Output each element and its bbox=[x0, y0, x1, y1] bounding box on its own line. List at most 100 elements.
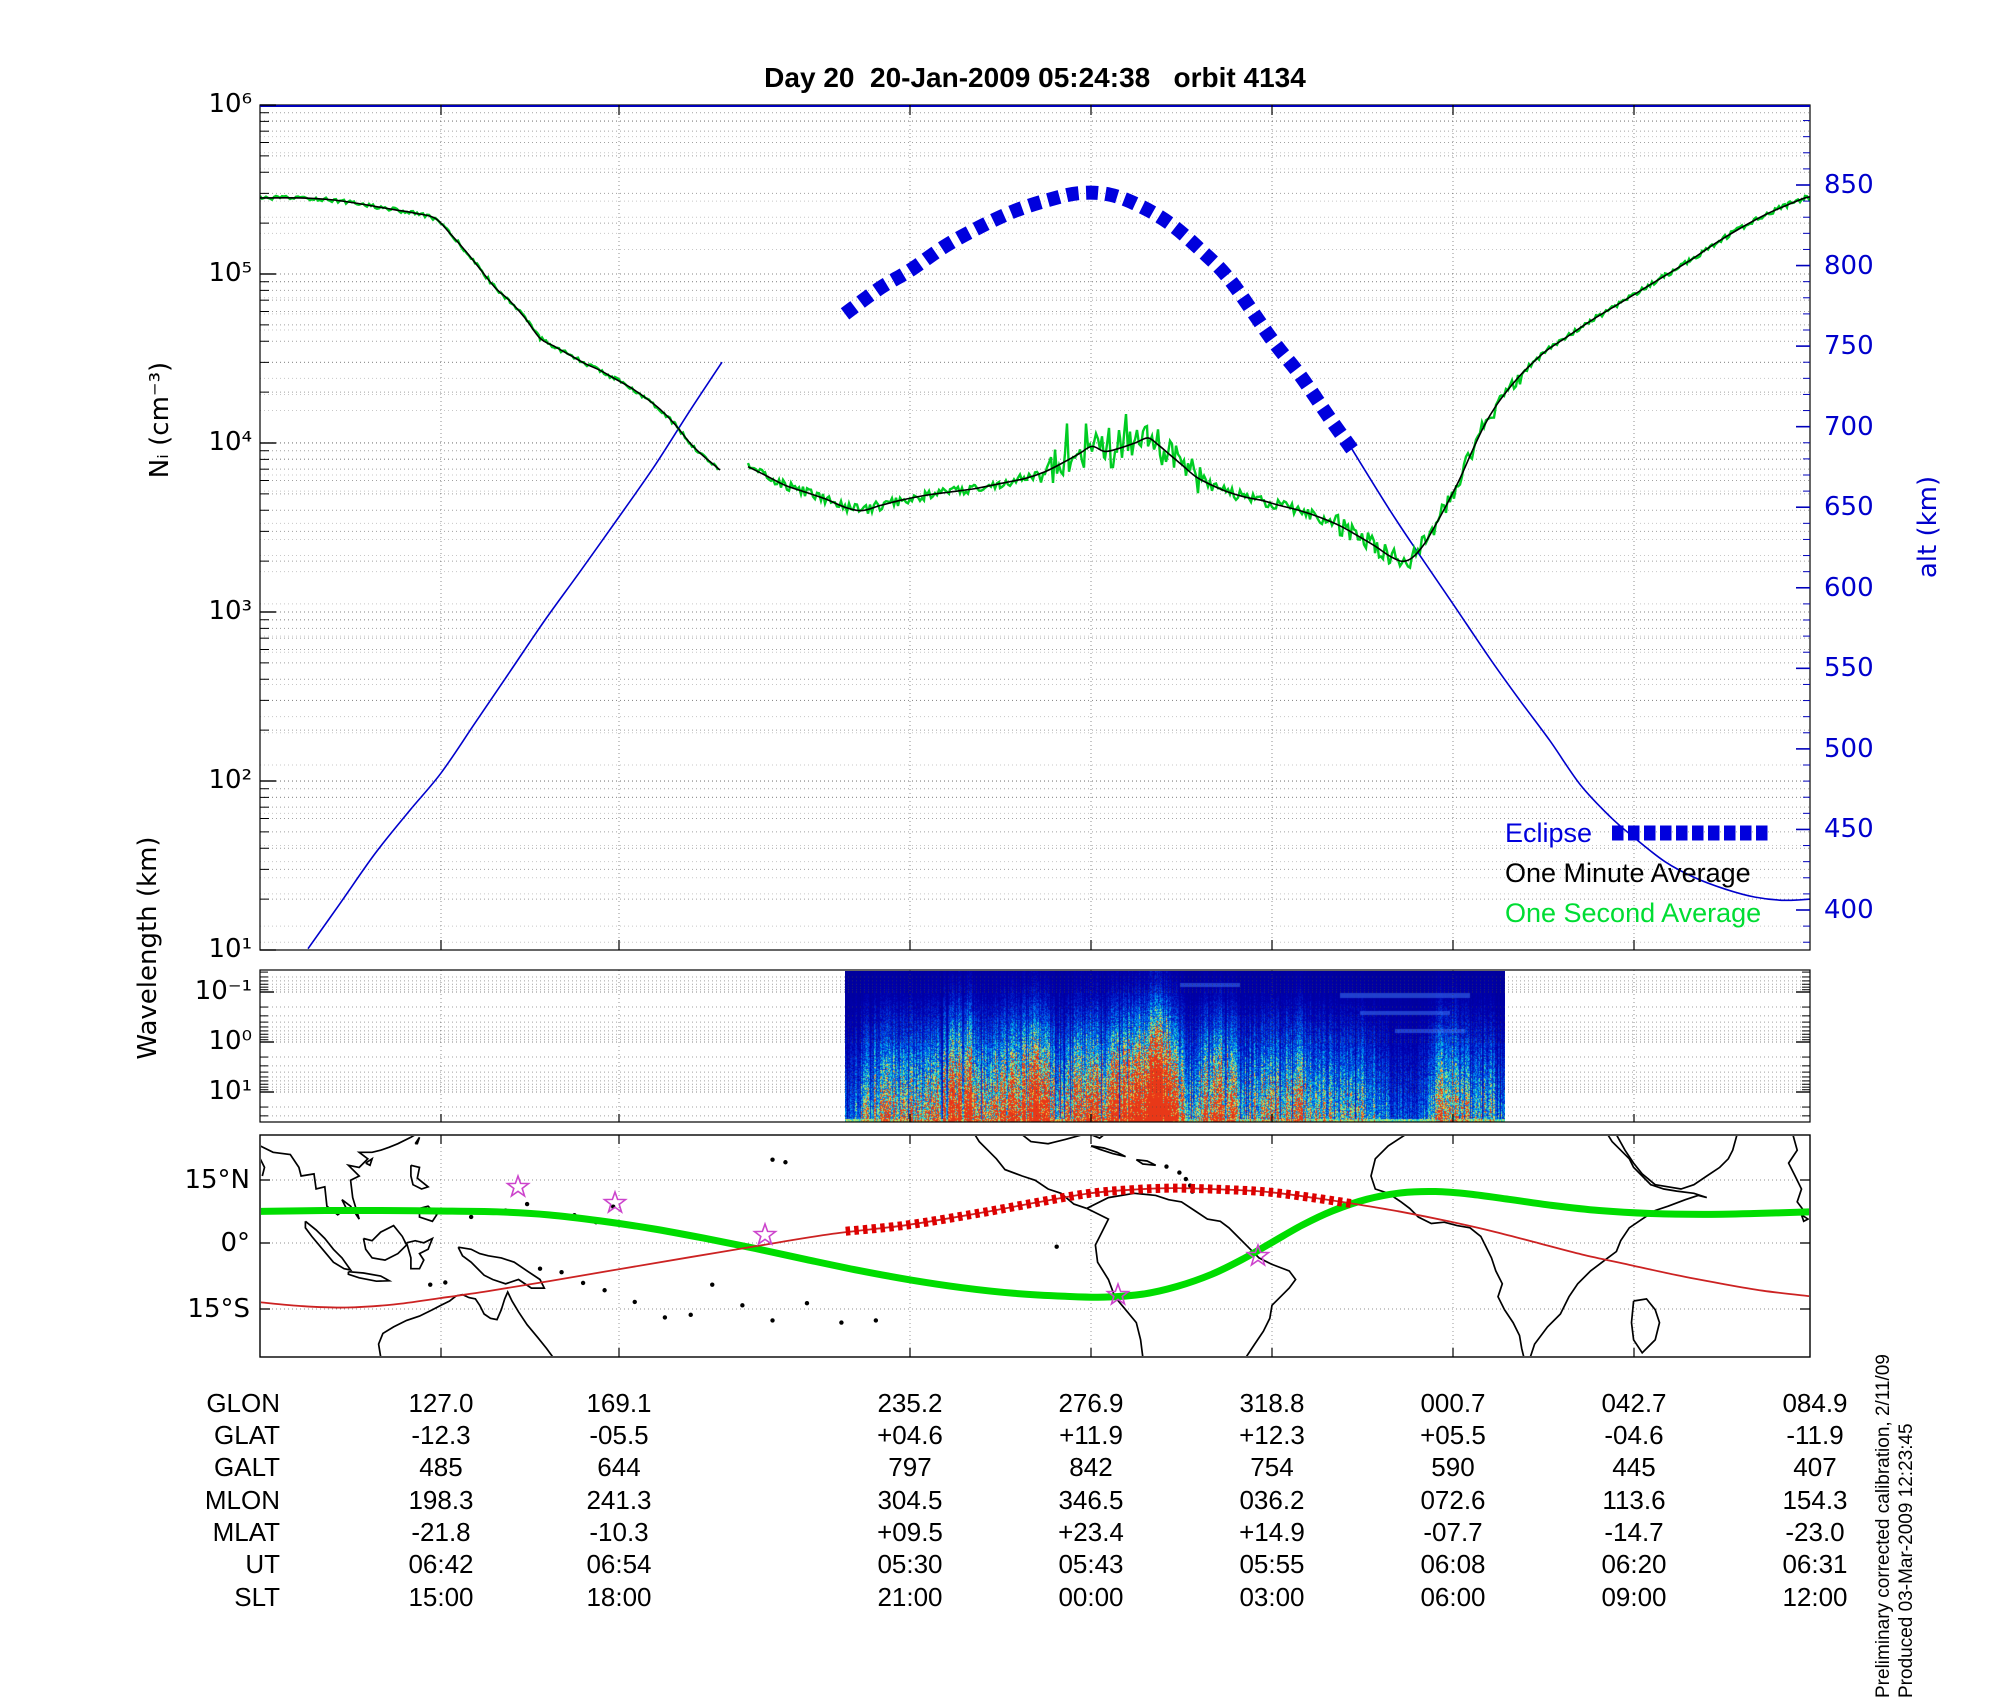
island-dot bbox=[580, 1280, 586, 1286]
table-cell-mlon-5: 072.6 bbox=[1420, 1485, 1486, 1515]
event-star-marker bbox=[1245, 1242, 1271, 1267]
coastline bbox=[974, 1136, 1088, 1210]
map-content bbox=[261, 1136, 1809, 1356]
table-cell-slt-1: 18:00 bbox=[586, 1582, 652, 1612]
coastline bbox=[1630, 1297, 1661, 1355]
map-gridlines bbox=[260, 1135, 1810, 1357]
map-lat-label-15s: 15°S bbox=[187, 1294, 250, 1324]
alt-tick-label: 400 bbox=[1824, 895, 1874, 925]
table-cell-galt-0: 485 bbox=[419, 1452, 463, 1482]
island-dot bbox=[503, 1208, 508, 1213]
alt-tick-label: 650 bbox=[1824, 492, 1874, 523]
table-cell-mlon-3: 346.5 bbox=[1058, 1485, 1124, 1515]
one-second-average-curve bbox=[260, 194, 720, 471]
table-cell-glon-2: 235.2 bbox=[877, 1388, 943, 1418]
table-cell-glon-3: 276.9 bbox=[1058, 1388, 1124, 1418]
event-star-marker bbox=[505, 1173, 531, 1198]
table-cell-glat-2: +04.6 bbox=[877, 1420, 943, 1450]
table-cell-mlon-1: 241.3 bbox=[586, 1485, 652, 1515]
table-cell-ut-3: 05:43 bbox=[1058, 1549, 1124, 1579]
table-cell-mlat-5: -07.7 bbox=[1423, 1517, 1483, 1547]
alt-tick-label: 850 bbox=[1824, 170, 1874, 200]
table-cell-slt-3: 00:00 bbox=[1058, 1582, 1124, 1612]
table-cell-glon-1: 169.1 bbox=[586, 1388, 652, 1418]
table-row-label-slt: SLT bbox=[234, 1582, 280, 1612]
table-cell-ut-2: 05:30 bbox=[877, 1549, 943, 1579]
eclipse-arc bbox=[840, 185, 1358, 454]
ni-tick-label: 10¹ bbox=[208, 934, 252, 964]
coastline bbox=[261, 1158, 266, 1177]
map-lat-label-15n: 15°N bbox=[184, 1165, 250, 1195]
island-dot bbox=[1187, 1183, 1193, 1188]
map-lat-label-0: 0° bbox=[220, 1228, 250, 1258]
ni-tick-label: 10⁶ bbox=[208, 89, 252, 119]
coastline bbox=[1135, 1158, 1157, 1167]
table-cell-slt-0: 15:00 bbox=[408, 1582, 474, 1612]
table-cell-mlat-6: -14.7 bbox=[1604, 1517, 1664, 1547]
alt-tick-label: 700 bbox=[1824, 411, 1874, 442]
island-dot bbox=[611, 1204, 616, 1209]
island-dot bbox=[428, 1282, 433, 1287]
table-cell-ut-5: 06:08 bbox=[1420, 1549, 1486, 1579]
table-cell-slt-4: 03:00 bbox=[1239, 1582, 1305, 1612]
table-cell-glon-5: 000.7 bbox=[1420, 1388, 1486, 1418]
table-cell-mlon-0: 198.3 bbox=[408, 1485, 474, 1515]
table-cell-slt-6: 09:00 bbox=[1601, 1582, 1667, 1612]
coastline bbox=[1086, 1192, 1297, 1356]
one-minute-average-curve bbox=[747, 196, 1810, 563]
table-cell-mlat-4: +14.9 bbox=[1239, 1517, 1305, 1547]
coastline bbox=[410, 1164, 430, 1190]
coastline bbox=[414, 1136, 421, 1145]
table-cell-glat-4: +12.3 bbox=[1239, 1420, 1305, 1450]
island-dot bbox=[593, 1219, 599, 1225]
coastline bbox=[1370, 1136, 1708, 1356]
table-cell-galt-4: 754 bbox=[1250, 1452, 1294, 1482]
coastline bbox=[405, 1236, 435, 1270]
wavelength-tick-label: 10⁻¹ bbox=[194, 976, 252, 1006]
coastline bbox=[1090, 1145, 1126, 1158]
ni-tick-label: 10⁵ bbox=[208, 258, 252, 288]
one-minute-average-curve bbox=[260, 197, 721, 471]
alt-tick-label: 600 bbox=[1824, 572, 1874, 603]
island-dot bbox=[468, 1214, 474, 1220]
event-star-marker bbox=[602, 1189, 628, 1214]
table-cell-galt-5: 590 bbox=[1431, 1452, 1475, 1482]
dip-equator-line bbox=[261, 1187, 1809, 1301]
coastline bbox=[347, 1270, 393, 1283]
production-note-line2: Produced 03-Mar-2009 12:23:45 bbox=[1896, 1423, 1917, 1698]
wavelength-tick-label: 10⁰ bbox=[208, 1026, 252, 1056]
coastline bbox=[418, 1205, 438, 1223]
event-star-marker bbox=[752, 1221, 778, 1246]
table-cell-glon-6: 042.7 bbox=[1601, 1388, 1667, 1418]
alt-tick-label: 500 bbox=[1824, 733, 1874, 764]
table-cell-galt-7: 407 bbox=[1793, 1452, 1837, 1482]
table-cell-glat-0: -12.3 bbox=[411, 1420, 471, 1450]
island-dot bbox=[632, 1299, 637, 1305]
table-cell-glon-0: 127.0 bbox=[408, 1388, 474, 1418]
table-cell-slt-5: 06:00 bbox=[1420, 1582, 1486, 1612]
alt-tick-label: 800 bbox=[1824, 250, 1874, 281]
ni-axis-label: Nᵢ (cm⁻³) bbox=[145, 361, 175, 479]
coastline bbox=[261, 1136, 415, 1220]
table-cell-ut-6: 06:20 bbox=[1601, 1549, 1667, 1579]
alt-tick-label: 550 bbox=[1824, 653, 1874, 684]
table-cell-mlat-0: -21.8 bbox=[411, 1517, 471, 1547]
legend-one-minute-label: One Minute Average bbox=[1505, 858, 1751, 888]
island-dot bbox=[559, 1269, 564, 1275]
island-dot bbox=[710, 1282, 715, 1287]
coastline bbox=[1616, 1136, 1738, 1190]
event-star-marker bbox=[1105, 1281, 1131, 1306]
coastline bbox=[1800, 1214, 1809, 1223]
altitude-curve bbox=[307, 361, 723, 950]
table-row-label-mlat: MLAT bbox=[212, 1517, 280, 1547]
table-cell-ut-0: 06:42 bbox=[408, 1549, 474, 1579]
table-cell-ut-7: 06:31 bbox=[1782, 1549, 1848, 1579]
table-cell-mlon-7: 154.3 bbox=[1782, 1485, 1848, 1515]
ni-tick-label: 10⁴ bbox=[208, 427, 252, 457]
island-dot bbox=[688, 1312, 693, 1318]
table-cell-glon-7: 084.9 bbox=[1782, 1388, 1848, 1418]
island-dot bbox=[572, 1213, 577, 1218]
table-row-label-galt: GALT bbox=[214, 1452, 280, 1482]
island-dot bbox=[783, 1160, 788, 1165]
